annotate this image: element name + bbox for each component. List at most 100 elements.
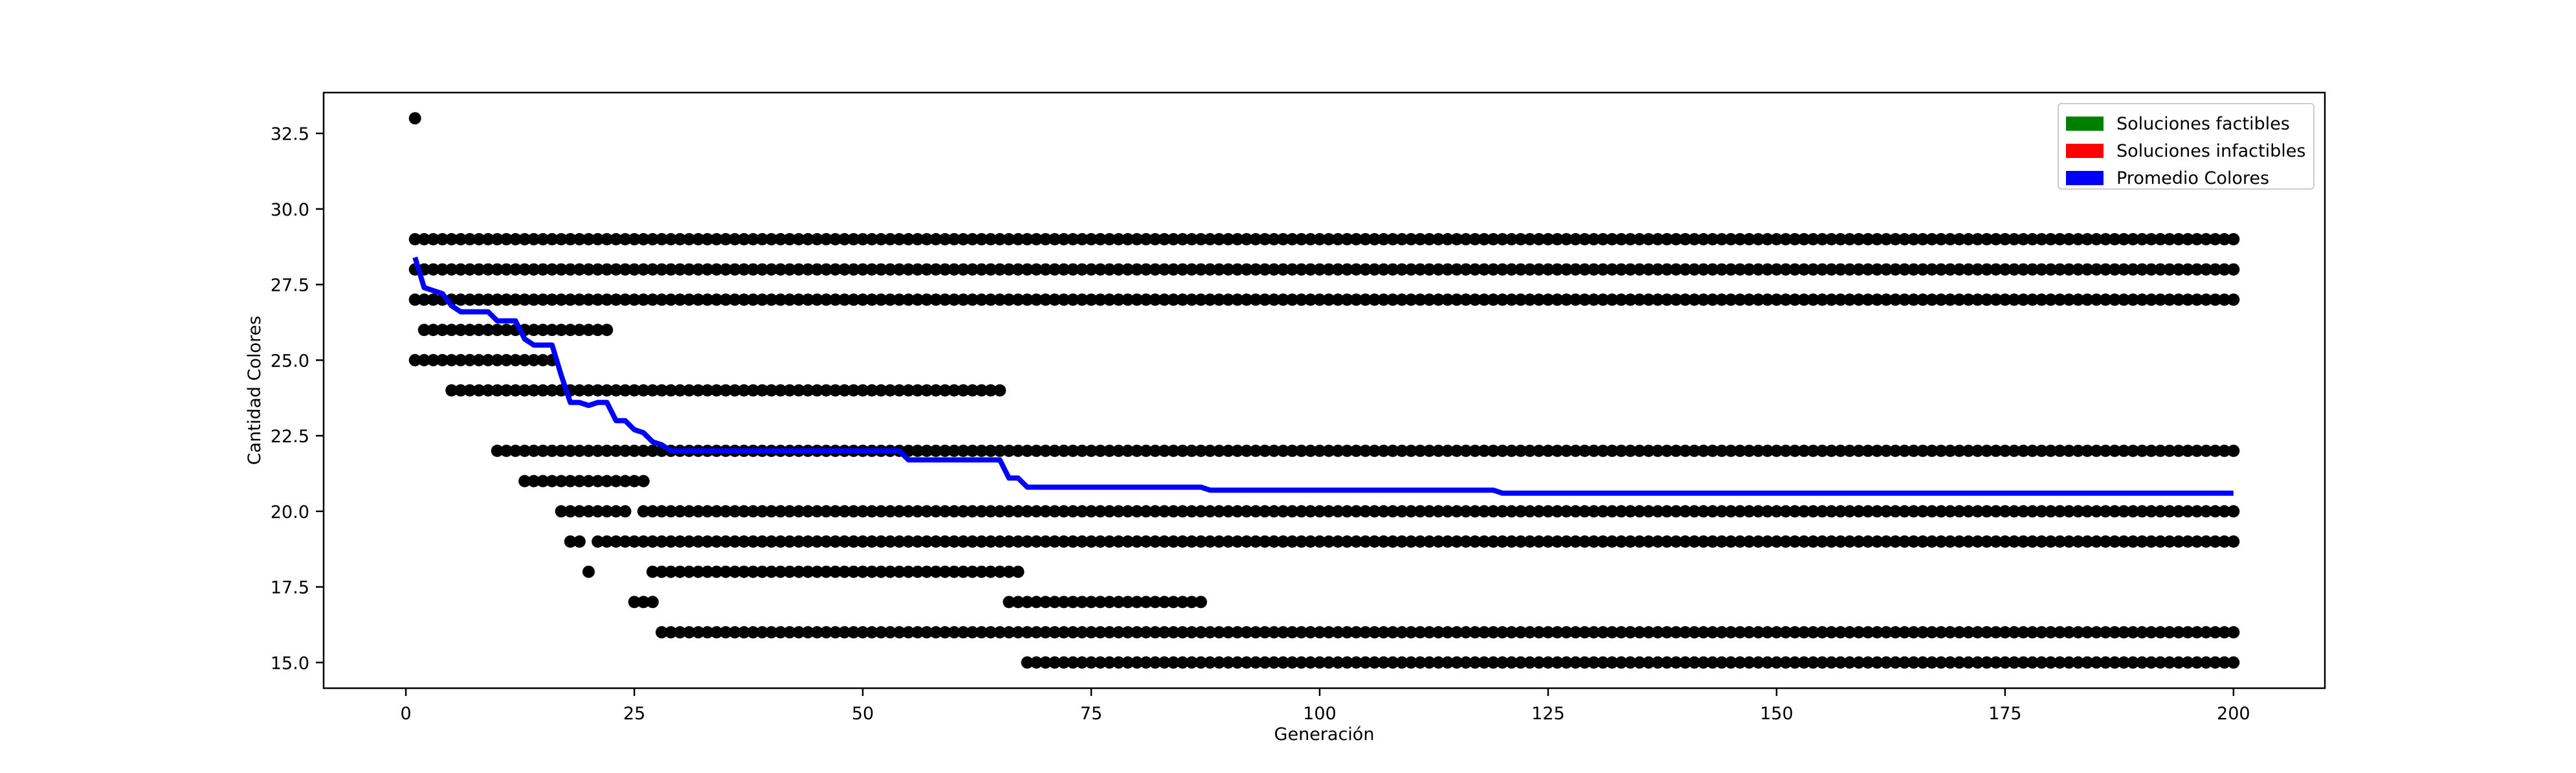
scatter-point <box>417 353 430 366</box>
scatter-point <box>1478 233 1491 245</box>
scatter-point <box>1222 626 1235 639</box>
scatter-point <box>1806 656 1819 669</box>
scatter-point <box>1258 626 1271 639</box>
scatter-point <box>929 263 942 276</box>
scatter-point <box>1944 293 1957 306</box>
scatter-point <box>1806 505 1819 518</box>
scatter-point <box>2072 263 2085 276</box>
scatter-point <box>829 565 842 578</box>
scatter-point <box>2218 233 2231 245</box>
scatter-point <box>1999 626 2012 639</box>
scatter-point <box>1267 444 1280 457</box>
scatter-point <box>1834 626 1847 639</box>
scatter-point <box>1003 565 1016 578</box>
scatter-point <box>975 565 988 578</box>
scatter-point <box>518 293 531 306</box>
scatter-point <box>1797 656 1810 669</box>
scatter-point <box>719 384 732 397</box>
scatter-point <box>1121 505 1134 518</box>
scatter-point <box>1295 233 1308 245</box>
scatter-point <box>1697 233 1710 245</box>
scatter-point <box>1030 233 1043 245</box>
scatter-point <box>865 263 878 276</box>
scatter-point <box>1871 505 1883 518</box>
scatter-point <box>820 626 833 639</box>
scatter-point <box>1715 626 1728 639</box>
scatter-point <box>1871 233 1883 245</box>
scatter-point <box>1524 444 1537 457</box>
scatter-point <box>701 384 714 397</box>
scatter-point <box>1907 626 1920 639</box>
scatter-point <box>1167 656 1180 669</box>
scatter-point <box>1094 596 1107 609</box>
average-line-layer <box>412 256 2234 496</box>
scatter-point <box>1496 293 1509 306</box>
scatter-point <box>601 505 614 518</box>
scatter-point <box>1331 626 1344 639</box>
scatter-point <box>1276 444 1289 457</box>
scatter-point <box>1697 505 1710 518</box>
scatter-point <box>929 233 942 245</box>
scatter-point <box>1797 263 1810 276</box>
scatter-point <box>601 444 614 457</box>
scatter-point <box>1688 626 1701 639</box>
scatter-point <box>856 626 869 639</box>
scatter-point <box>1258 233 1271 245</box>
scatter-point <box>2136 656 2149 669</box>
legend-label-promedio: Promedio Colores <box>2116 168 2269 188</box>
scatter-point <box>1615 626 1628 639</box>
scatter-point <box>454 324 467 337</box>
scatter-point <box>1889 535 1902 548</box>
scatter-point <box>1478 626 1491 639</box>
scatter-point <box>893 535 905 548</box>
scatter-point <box>1679 263 1692 276</box>
scatter-point <box>1724 656 1737 669</box>
scatter-point <box>1222 505 1235 518</box>
scatter-point <box>1395 656 1408 669</box>
scatter-point <box>920 505 933 518</box>
scatter-point <box>801 293 814 306</box>
scatter-point <box>1852 626 1865 639</box>
scatter-point <box>2136 293 2149 306</box>
scatter-point <box>1140 444 1153 457</box>
scatter-point <box>1660 293 1673 306</box>
scatter-point <box>701 535 714 548</box>
scatter-point <box>756 233 769 245</box>
scatter-point <box>1331 293 1344 306</box>
scatter-point <box>1871 263 1883 276</box>
scatter-point <box>2008 535 2021 548</box>
scatter-point <box>1450 505 1463 518</box>
scatter-point <box>1149 233 1162 245</box>
scatter-point <box>564 505 577 518</box>
scatter-point <box>610 535 623 548</box>
scatter-point <box>1450 233 1463 245</box>
scatter-point <box>2035 293 2048 306</box>
scatter-point <box>1733 233 1746 245</box>
scatter-point <box>1441 233 1454 245</box>
scatter-point <box>847 384 860 397</box>
scatter-point <box>1267 233 1280 245</box>
scatter-point <box>1715 263 1728 276</box>
scatter-point <box>2108 263 2121 276</box>
scatter-point <box>1085 626 1098 639</box>
scatter-point <box>801 565 814 578</box>
scatter-point <box>1861 505 1874 518</box>
scatter-point <box>692 535 705 548</box>
scatter-point <box>637 475 650 487</box>
scatter-point <box>1916 505 1929 518</box>
scatter-point <box>994 505 1006 518</box>
scatter-point <box>619 535 632 548</box>
scatter-point <box>1533 626 1546 639</box>
scatter-point <box>1258 444 1271 457</box>
scatter-point <box>1067 535 1080 548</box>
scatter-point <box>1432 656 1445 669</box>
scatter-point <box>1916 293 1929 306</box>
scatter-point <box>610 384 623 397</box>
scatter-point <box>1797 535 1810 548</box>
scatter-point <box>1158 263 1171 276</box>
scatter-point <box>1258 263 1271 276</box>
scatter-point <box>1843 505 1856 518</box>
scatter-point <box>1496 535 1509 548</box>
scatter-point <box>2154 656 2167 669</box>
